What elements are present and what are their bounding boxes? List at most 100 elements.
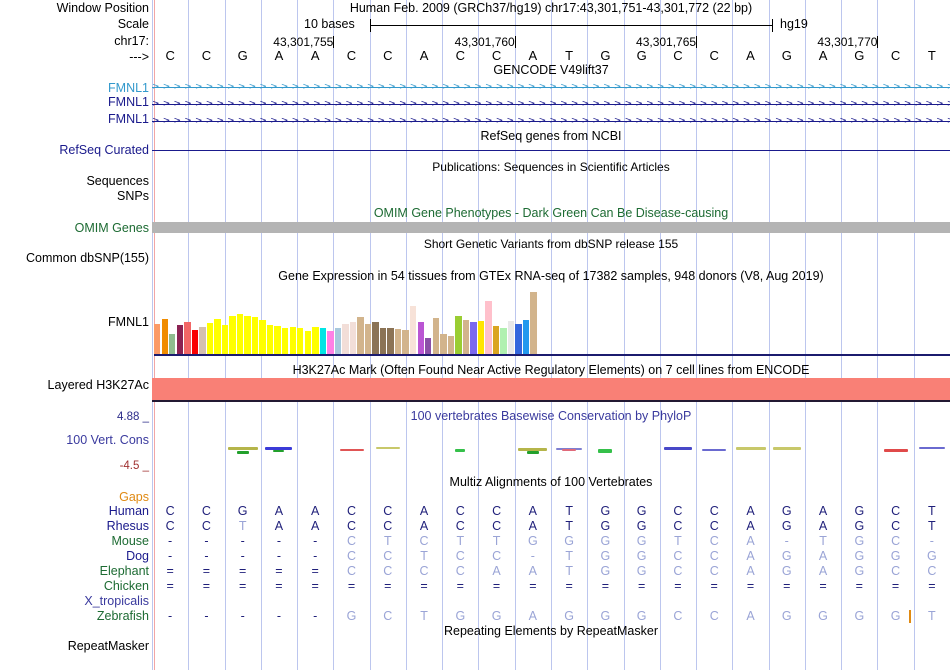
gtex-tissue-bar[interactable] bbox=[274, 326, 281, 354]
omim-gene-bar[interactable] bbox=[152, 222, 950, 233]
phylop-conservation-mark[interactable] bbox=[227, 447, 258, 450]
sidebar-item-snps[interactable]: SNPs bbox=[117, 189, 149, 203]
phylop-conservation-mark[interactable] bbox=[918, 447, 945, 449]
gtex-tissue-bar[interactable] bbox=[161, 318, 168, 354]
gtex-tissue-bar[interactable] bbox=[462, 320, 470, 354]
sidebar-item-species-elephant[interactable]: Elephant bbox=[99, 564, 149, 578]
sidebar-item-gencode-fmnl1-1[interactable]: FMNL1 bbox=[108, 81, 149, 95]
sidebar-item-omim-genes[interactable]: OMIM Genes bbox=[74, 221, 149, 235]
gtex-tissue-bar[interactable] bbox=[199, 326, 206, 354]
gtex-tissue-bar[interactable] bbox=[169, 334, 176, 354]
gtex-tissue-bar[interactable] bbox=[176, 325, 183, 354]
gtex-tissue-bar[interactable] bbox=[379, 327, 387, 354]
gencode-transcript-1[interactable]: >>>>>>>>>>>>>>>>>>>>>>>>>>>>>>>>>>>>>>>>… bbox=[152, 82, 950, 93]
gtex-tissue-bar[interactable] bbox=[372, 322, 379, 354]
gtex-tissue-bar[interactable] bbox=[154, 323, 161, 354]
sidebar-item-repeatmasker[interactable]: RepeatMasker bbox=[67, 639, 149, 653]
sidebar-item-gtex-fmnl1[interactable]: FMNL1 bbox=[108, 315, 149, 329]
gtex-tissue-bar[interactable] bbox=[206, 322, 214, 354]
phylop-conservation-mark[interactable] bbox=[375, 447, 400, 449]
sidebar-item-species-chicken[interactable]: Chicken bbox=[103, 579, 149, 593]
gtex-tissue-bar[interactable] bbox=[191, 330, 199, 354]
gtex-tissue-bar[interactable] bbox=[236, 314, 244, 354]
h3k27ac-signal-bar[interactable] bbox=[152, 378, 950, 400]
gtex-tissue-bar[interactable] bbox=[500, 327, 507, 354]
sidebar-item-species-zebrafish[interactable]: Zebrafish bbox=[96, 609, 149, 623]
browser-data-panel[interactable]: Human Feb. 2009 (GRCh37/hg19) chr17:43,3… bbox=[152, 0, 950, 670]
phylop-conservation-mark[interactable] bbox=[663, 447, 692, 450]
sidebar-item-100-vert-cons[interactable]: 100 Vert. Cons bbox=[66, 433, 149, 447]
gtex-tissue-bar[interactable] bbox=[425, 338, 432, 354]
gtex-tissue-bar[interactable] bbox=[440, 334, 447, 354]
sidebar-item-species-human[interactable]: Human bbox=[108, 504, 149, 518]
gtex-tissue-bar[interactable] bbox=[477, 321, 485, 354]
gtex-tissue-bar[interactable] bbox=[282, 327, 289, 354]
gtex-tissue-bar[interactable] bbox=[229, 316, 236, 354]
gtex-tissue-bar[interactable] bbox=[507, 321, 515, 354]
gtex-tissue-bar[interactable] bbox=[251, 317, 259, 354]
phylop-conservation-mark[interactable] bbox=[883, 449, 908, 452]
phylop-conservation-mark[interactable] bbox=[455, 449, 466, 452]
gtex-tissue-bar[interactable] bbox=[470, 322, 477, 354]
gtex-tissue-bar[interactable] bbox=[297, 328, 304, 354]
gtex-tissue-bar[interactable] bbox=[530, 291, 537, 354]
gtex-tissue-bar[interactable] bbox=[266, 325, 274, 354]
gtex-tissue-bar[interactable] bbox=[319, 328, 327, 354]
gtex-tissue-bar[interactable] bbox=[357, 317, 364, 354]
gtex-expression-barchart[interactable] bbox=[154, 290, 538, 354]
gtex-tissue-bar[interactable] bbox=[492, 326, 500, 354]
gtex-tissue-bar[interactable] bbox=[312, 326, 319, 354]
phylop-conservation-mark[interactable] bbox=[702, 449, 727, 451]
phylop-conservation-mark[interactable] bbox=[598, 449, 613, 453]
gtex-tissue-bar[interactable] bbox=[221, 325, 229, 354]
gtex-tissue-bar[interactable] bbox=[402, 330, 409, 354]
gencode-transcript-3[interactable]: >>>>>>>>>>>>>>>>>>>>>>>>>>>>>>>>>>>>>>>>… bbox=[152, 116, 950, 127]
phylop-conservation-mark[interactable] bbox=[518, 448, 548, 451]
sidebar-item-gencode-fmnl1-3[interactable]: FMNL1 bbox=[108, 112, 149, 126]
conservation-marks[interactable] bbox=[152, 410, 950, 475]
phylop-conservation-mark[interactable] bbox=[772, 447, 801, 450]
gtex-tissue-bar[interactable] bbox=[410, 306, 417, 354]
sidebar-item-species-rhesus[interactable]: Rhesus bbox=[106, 519, 149, 533]
gtex-tissue-bar[interactable] bbox=[432, 318, 439, 354]
gtex-tissue-bar[interactable] bbox=[342, 323, 349, 354]
sidebar-item-gaps[interactable]: Gaps bbox=[119, 490, 149, 504]
track-label-column[interactable]: Window Position Scale chr17: ---> FMNL1 … bbox=[0, 0, 152, 670]
gtex-tissue-bar[interactable] bbox=[364, 323, 372, 354]
sidebar-item-sequences[interactable]: Sequences bbox=[86, 174, 149, 188]
gtex-tissue-bar[interactable] bbox=[485, 301, 492, 354]
gtex-tissue-bar[interactable] bbox=[447, 336, 455, 354]
phylop-conservation-mark[interactable] bbox=[273, 450, 285, 452]
phylop-conservation-mark[interactable] bbox=[735, 447, 766, 450]
gtex-tissue-bar[interactable] bbox=[515, 323, 522, 354]
gtex-tissue-bar[interactable] bbox=[455, 315, 462, 354]
sidebar-item-common-dbsnp[interactable]: Common dbSNP(155) bbox=[26, 251, 149, 265]
sidebar-item-layered-h3k27ac[interactable]: Layered H3K27Ac bbox=[47, 378, 149, 392]
gtex-tissue-bar[interactable] bbox=[327, 330, 334, 354]
phylop-conservation-mark[interactable] bbox=[265, 447, 293, 450]
gtex-tissue-bar[interactable] bbox=[214, 318, 221, 354]
gtex-tissue-bar[interactable] bbox=[244, 315, 251, 354]
gtex-tissue-bar[interactable] bbox=[387, 328, 394, 354]
sidebar-item-refseq-curated[interactable]: RefSeq Curated bbox=[59, 143, 149, 157]
gtex-tissue-bar[interactable] bbox=[522, 320, 530, 354]
gtex-tissue-bar[interactable] bbox=[259, 319, 266, 354]
gtex-tissue-bar[interactable] bbox=[334, 327, 342, 354]
gtex-tissue-bar[interactable] bbox=[349, 322, 357, 354]
refseq-feature-line[interactable] bbox=[152, 150, 950, 151]
gtex-tissue-bar[interactable] bbox=[417, 322, 424, 354]
sidebar-item-species-x_tropicalis[interactable]: X_tropicalis bbox=[84, 594, 149, 608]
gtex-tissue-bar[interactable] bbox=[394, 329, 402, 354]
phylop-conservation-mark[interactable] bbox=[562, 449, 577, 451]
gtex-tissue-bar[interactable] bbox=[304, 330, 311, 354]
phylop-conservation-mark[interactable] bbox=[339, 449, 364, 451]
gencode-transcript-2[interactable]: >>>>>>>>>>>>>>>>>>>>>>>>>>>>>>>>>>>>>>>>… bbox=[152, 99, 950, 110]
phylop-conservation-mark[interactable] bbox=[526, 451, 539, 454]
gtex-tissue-bar[interactable] bbox=[289, 326, 296, 354]
phylop-conservation-mark[interactable] bbox=[236, 451, 249, 454]
sidebar-item-species-mouse[interactable]: Mouse bbox=[111, 534, 149, 548]
gencode-transcript-rows[interactable]: >>>>>>>>>>>>>>>>>>>>>>>>>>>>>>>>>>>>>>>>… bbox=[152, 82, 950, 127]
gtex-tissue-bar[interactable] bbox=[184, 322, 191, 354]
